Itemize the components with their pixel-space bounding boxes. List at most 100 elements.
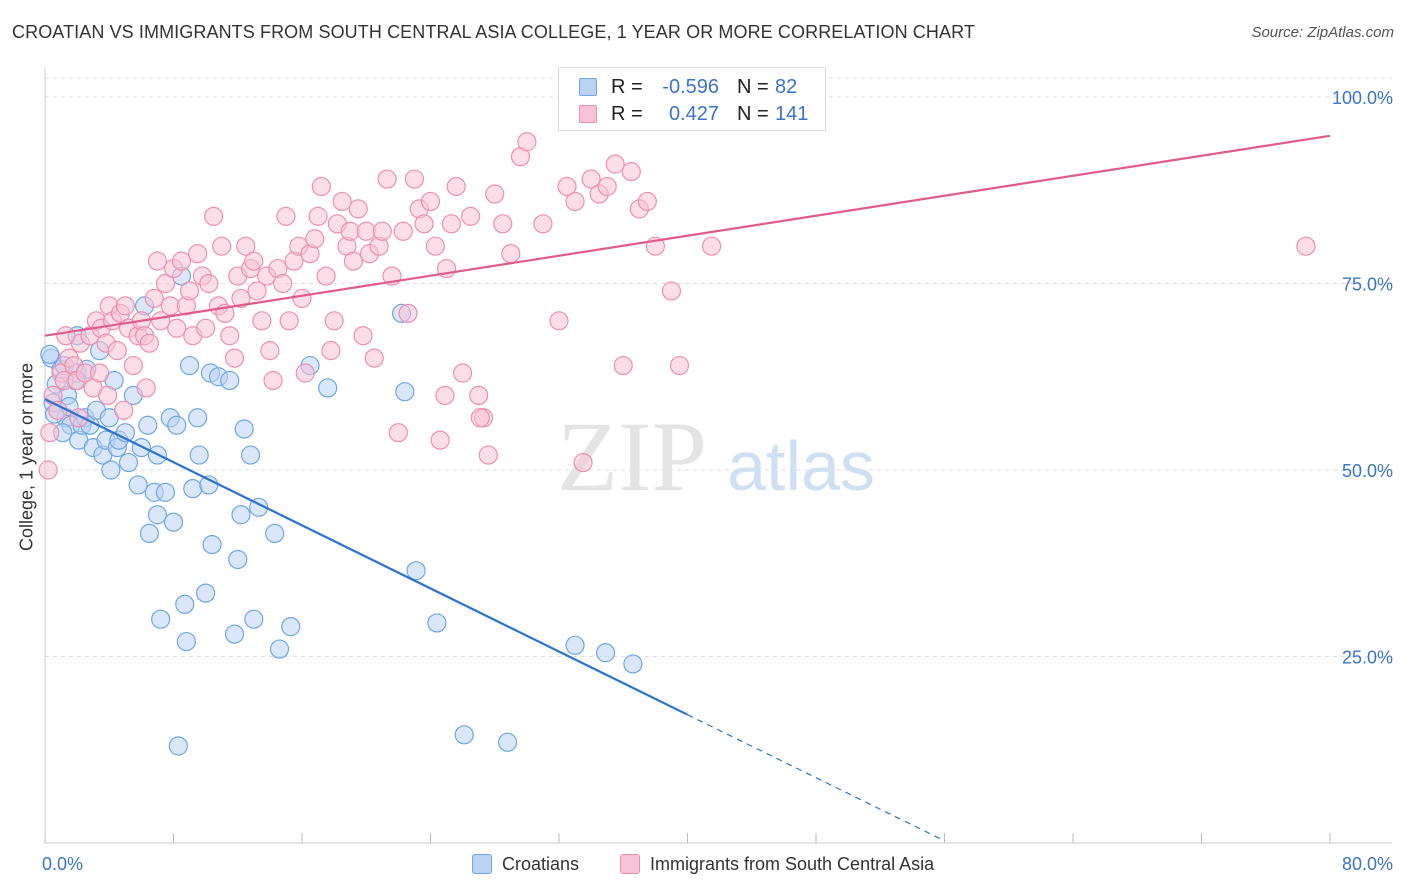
n-label: N = [737,75,769,98]
immigrants-point [171,251,192,271]
immigrants-point [123,355,143,376]
immigrants-point [115,296,135,316]
immigrants-point [276,206,296,226]
legend-label-croatians: Croatians [502,853,580,874]
immigrants-point [308,206,328,226]
legend-item-croatians[interactable]: Croatians [472,852,579,876]
immigrants-point [393,221,413,241]
immigrants-point [167,318,187,338]
immigrants-point [1296,236,1316,256]
r-value: -0.596 [662,75,719,98]
immigrants-point [311,176,331,197]
immigrants-point [372,221,392,241]
immigrants-point [517,132,537,152]
croatians-point [168,736,188,756]
croatians-point [498,732,518,752]
croatians-point [281,617,301,637]
chart-title: CROATIAN VS IMMIGRANTS FROM SOUTH CENTRA… [12,22,975,42]
croatians-point [269,639,290,659]
immigrants-point [252,311,272,331]
immigrants-point [661,281,682,301]
immigrants-point [340,221,360,241]
data-points [38,132,1316,756]
croatians-point [241,445,261,465]
croatians-point [175,594,195,614]
axes [44,68,1392,844]
r-label: R = [611,102,643,125]
croatians-point [138,415,158,435]
immigrants-point [573,452,593,473]
immigrants-point [493,214,513,234]
croatians-point [224,624,245,644]
croatians-point [318,378,338,398]
croatians-point [427,613,447,633]
immigrants-point [179,281,200,301]
croatians-point [139,523,160,544]
immigrants-point [343,251,363,271]
immigrants-point [404,169,425,189]
immigrants-point [470,408,490,428]
immigrants-point [187,244,208,264]
legend-swatch-croatians [579,78,597,96]
legend-swatch-immigrants [579,105,597,123]
immigrants-point [295,363,315,383]
croatians-point [118,452,139,473]
croatians-trend-line-extension [687,714,945,842]
legend-item-immigrants[interactable]: Immigrants from South Central Asia [620,852,934,876]
croatians-point [183,479,203,499]
immigrants-point [501,244,521,264]
immigrants-point [388,423,408,443]
watermark: ZIP atlas [557,401,875,512]
immigrants-point [549,311,569,331]
tick-labels: 25.0% 50.0% 75.0% 100.0% 0.0% 80.0% [42,88,1393,874]
y-tick-label: 100.0% [1332,88,1393,108]
y-axis-label: College, 1 year or more [16,362,37,552]
immigrants-point [98,385,118,405]
croatians-point [234,419,254,439]
x-tick-label: 80.0% [1342,854,1393,874]
immigrants-point [38,460,58,480]
legend-label-immigrants: Immigrants from South Central Asia [650,853,935,874]
immigrants-point [485,184,505,204]
immigrants-point [557,176,577,197]
immigrants-point [435,385,455,405]
immigrants-point [377,169,397,189]
croatians-point [244,609,264,629]
source-credit: Source: ZipAtlas.com [1251,24,1394,41]
immigrants-point [56,326,76,346]
immigrants-point [364,348,384,368]
immigrants-point [48,400,68,420]
immigrants-point [613,355,633,376]
immigrants-point [90,363,110,383]
croatians-point [202,534,222,555]
immigrants-point [669,355,690,376]
croatians-point [231,505,251,525]
croatians-point [228,549,248,570]
croatians-point [565,635,585,655]
immigrants-point [430,430,450,450]
croatians-point [265,523,285,544]
croatians-point [395,382,415,402]
croatians-point [147,505,168,525]
immigrants-point [204,206,224,226]
immigrants-point [324,311,344,331]
immigrants-point [220,326,240,346]
immigrants-point [453,363,473,383]
croatians-point [155,482,176,502]
croatians-point [128,475,148,495]
immigrants-point [621,162,641,182]
immigrants-point [224,348,245,368]
immigrants-point [147,251,168,271]
immigrants-point [446,176,466,197]
immigrants-point [231,288,251,309]
n-label: N = [737,102,769,125]
croatians-point [187,408,208,428]
immigrants-point [139,333,160,353]
immigrants-point [144,288,164,309]
r-label: R = [611,75,643,98]
immigrants-point [263,370,283,391]
immigrants-point [40,423,60,443]
y-tick-label: 75.0% [1342,275,1393,295]
immigrants-point [244,251,264,271]
croatians-point [623,654,643,674]
